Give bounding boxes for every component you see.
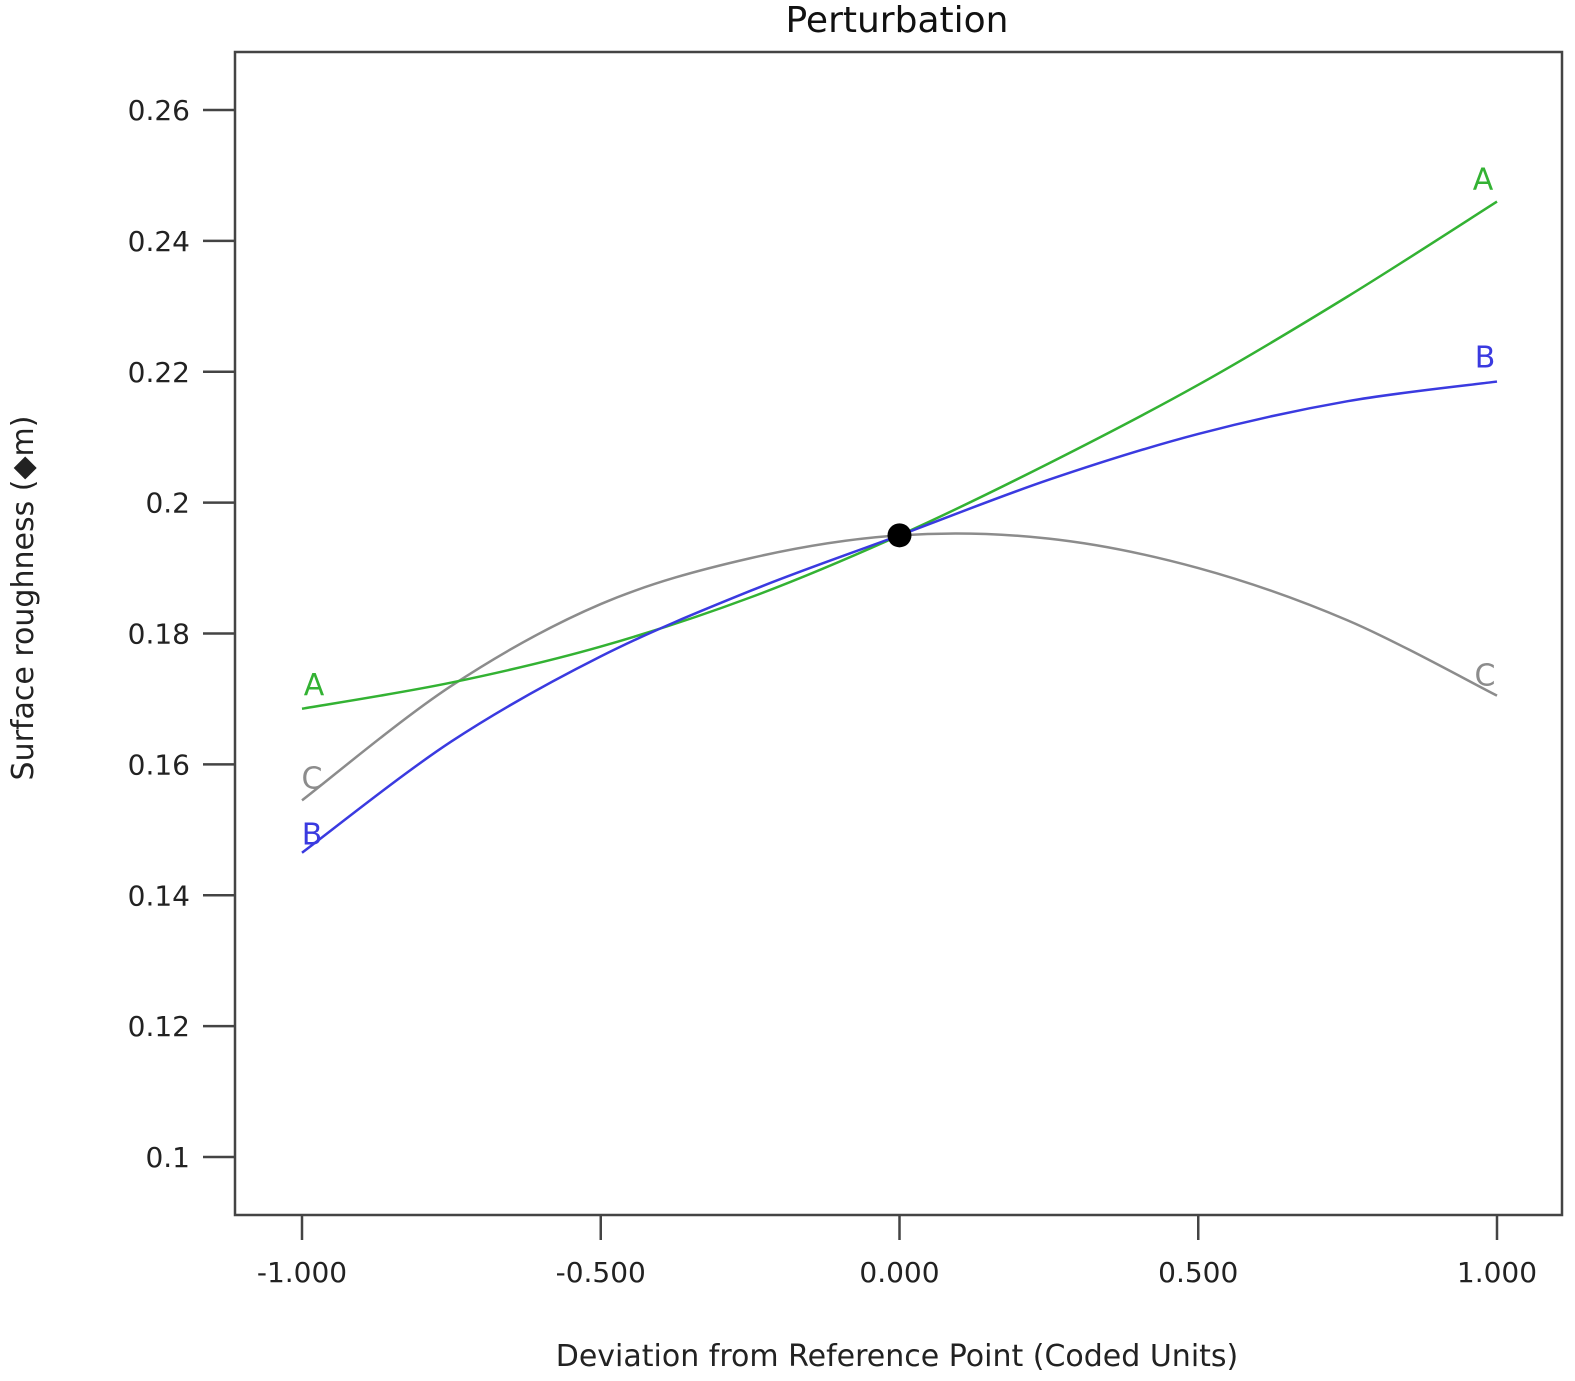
series-label-a-start: A: [304, 668, 325, 703]
series-line-c: [301, 532, 1498, 802]
x-axis-title: Deviation from Reference Point (Coded Un…: [556, 1339, 1239, 1374]
y-tick-label: 0.26: [128, 94, 190, 127]
series-label-b-start: B: [302, 818, 323, 853]
reference-point-marker: [887, 523, 912, 548]
series-line-a: [301, 200, 1498, 710]
series-label-c-start: C: [302, 761, 323, 796]
y-tick-label: 0.16: [128, 748, 190, 781]
y-tick-label: 0.24: [128, 225, 190, 258]
series-label-a-end: A: [1473, 163, 1494, 198]
chart-title: Perturbation: [786, 0, 1009, 41]
x-axis: -1.000 -0.500 0.000 0.500 1.000: [257, 1215, 1537, 1289]
y-tick-label: 0.2: [145, 487, 190, 520]
y-tick-label: 0.1: [145, 1141, 190, 1174]
series-label-c-end: C: [1475, 659, 1496, 694]
y-tick-label: 0.12: [128, 1010, 190, 1043]
x-tick-label: 0.500: [1158, 1256, 1238, 1289]
x-tick-label: 0.000: [859, 1256, 939, 1289]
y-axis-title: Surface roughness (◆m): [6, 416, 41, 781]
series-label-b-end: B: [1475, 341, 1496, 376]
y-tick-label: 0.14: [128, 879, 190, 912]
plot-frame: [233, 50, 1564, 1217]
x-tick-label: -0.500: [556, 1256, 646, 1289]
x-tick-label: 1.000: [1457, 1256, 1537, 1289]
series-line-b: [301, 380, 1498, 854]
x-tick-label: -1.000: [257, 1256, 347, 1289]
y-tick-label: 0.18: [128, 618, 190, 651]
y-tick-label: 0.22: [128, 356, 190, 389]
y-axis: 0.1 0.12 0.14 0.16 0.18 0.2 0.22 0.24 0.26: [128, 94, 235, 1174]
